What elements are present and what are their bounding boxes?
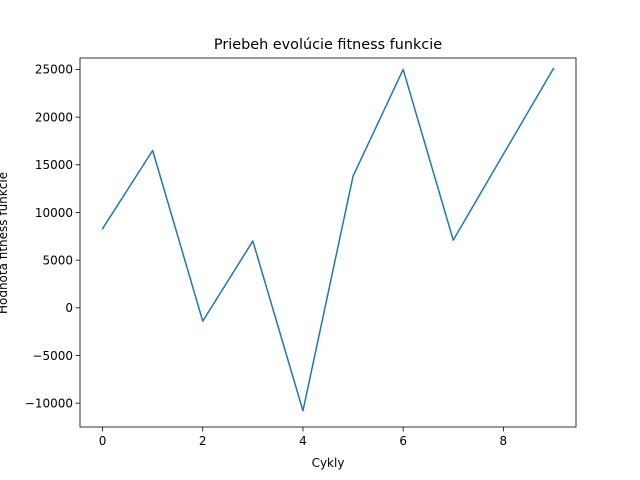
y-tick-label: 5000 xyxy=(42,253,73,267)
x-tick-label: 0 xyxy=(99,434,107,448)
x-tick-label: 4 xyxy=(299,434,307,448)
x-tick-label: 6 xyxy=(399,434,407,448)
y-tick-label: 20000 xyxy=(35,110,73,124)
y-tick-label: 10000 xyxy=(35,206,73,220)
y-tick-label: 15000 xyxy=(35,158,73,172)
plot-area: 0 2 4 6 8 −10000 −5000 0 5000 10000 15000 20000 2500… xyxy=(25,57,577,448)
x-tick-label: 2 xyxy=(199,434,207,448)
series-line-0 xyxy=(101,67,555,412)
y-tick-label: 0 xyxy=(65,301,73,315)
y-tick-label: 25000 xyxy=(35,63,73,77)
y-axis-label: Hodnota fitness funkcie xyxy=(0,172,10,314)
y-tick-label: −10000 xyxy=(25,396,73,410)
x-axis-label: Cykly xyxy=(312,456,345,470)
x-tick-label: 8 xyxy=(500,434,508,448)
y-tick-label: −5000 xyxy=(32,349,73,363)
chart-title: Priebeh evolúcie fitness funkcie xyxy=(214,37,442,53)
axes-frame xyxy=(79,57,577,428)
